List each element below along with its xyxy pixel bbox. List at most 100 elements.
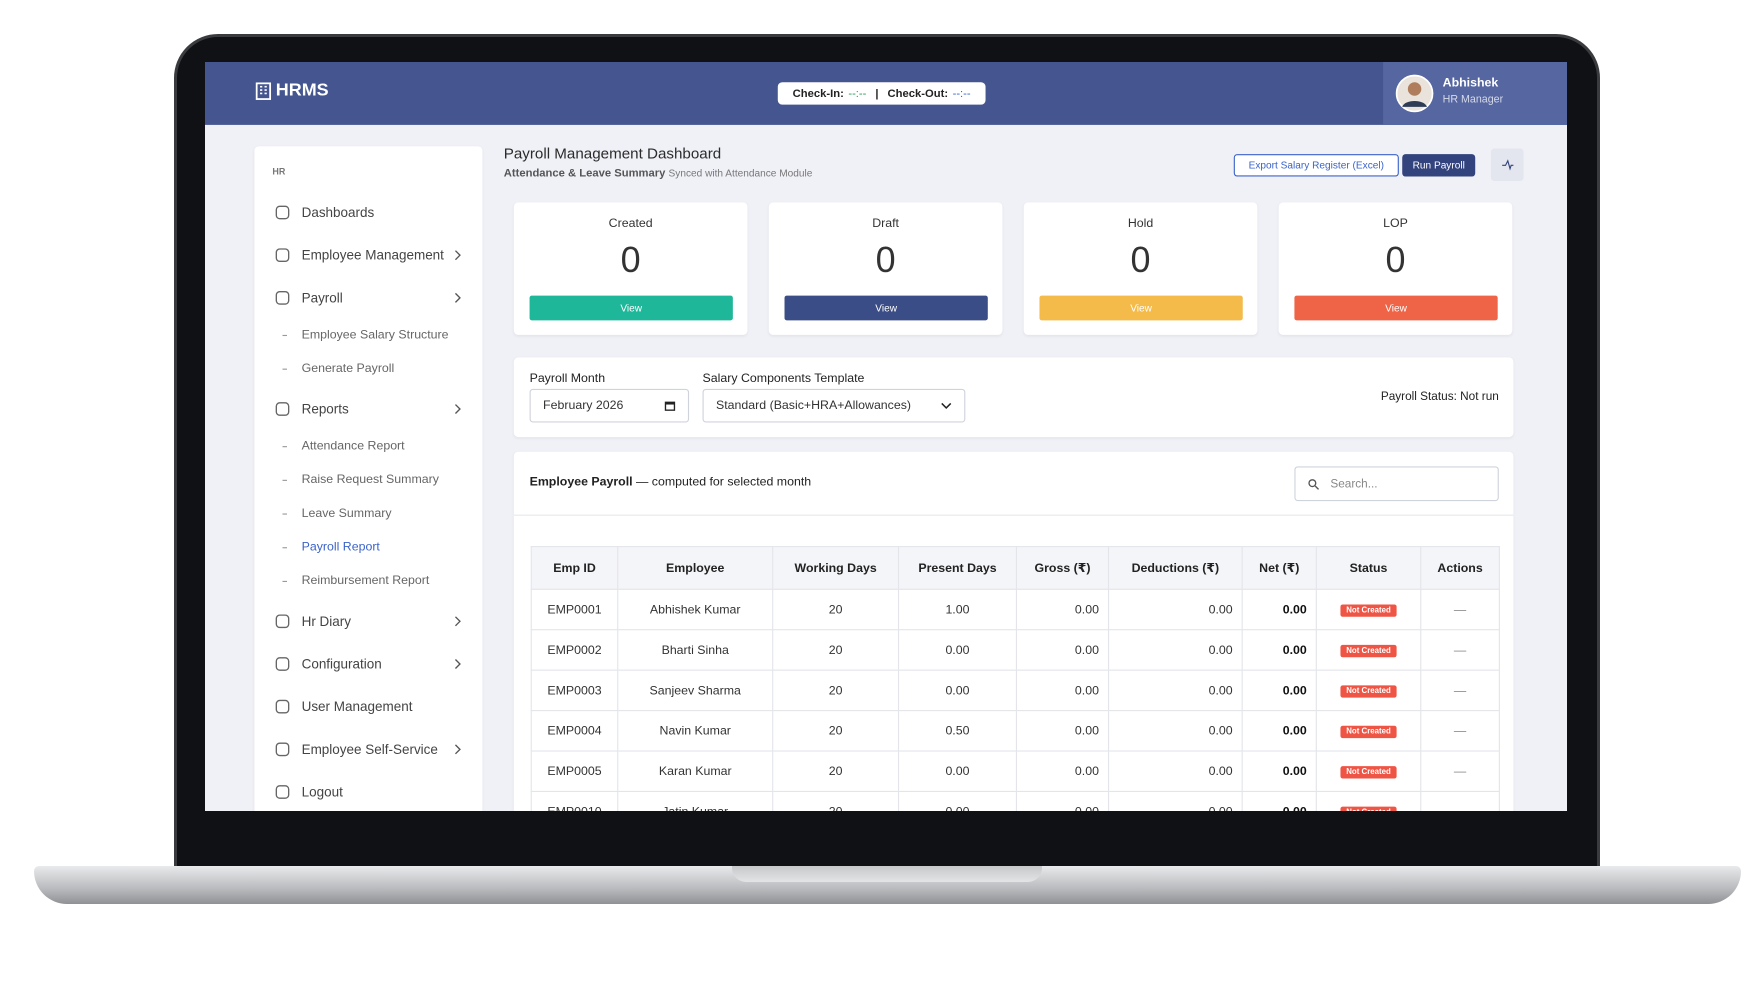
status-cell: Not Created <box>1315 710 1422 752</box>
table-row: EMP0002 Bharti Sinha 20 0.00 0.00 0.00 0.00 Not… <box>530 629 1500 671</box>
column-header: Employee <box>617 546 774 590</box>
search-input[interactable]: Search... <box>1294 466 1499 502</box>
view-button[interactable]: View <box>1294 295 1498 321</box>
menu-item[interactable]: User Management <box>254 695 482 717</box>
submenu-dash <box>282 547 287 549</box>
calendar-icon <box>664 401 676 411</box>
export-button[interactable]: Export Salary Register (Excel) <box>1233 154 1399 177</box>
status-cell: Not Created <box>1315 588 1422 631</box>
submenu-item[interactable]: Employee Salary Structure <box>254 326 482 346</box>
emp-id: EMP0004 <box>530 710 619 752</box>
menu-icon <box>275 785 290 799</box>
month-value: February 2026 <box>543 398 624 413</box>
submenu-label: Attendance Report <box>301 439 405 453</box>
gross: 0.00 <box>1015 588 1110 631</box>
net: 0.00 <box>1241 588 1317 631</box>
present-days: 0.00 <box>897 629 1018 671</box>
chevron <box>454 250 461 261</box>
actions: — <box>1420 669 1500 712</box>
menu-item[interactable]: Employee Self-Service <box>254 738 482 760</box>
status-cell: Not Created <box>1315 790 1422 811</box>
header-row: Emp ID Employee Working Days Present Days Gr… <box>530 546 1500 590</box>
submenu-item[interactable]: Leave Summary <box>254 505 482 525</box>
menu-label: Employee Management <box>301 247 444 264</box>
menu-item[interactable]: Employee Management <box>254 244 482 266</box>
present-days: 0.00 <box>897 669 1018 712</box>
menu-item[interactable]: Dashboards <box>254 201 482 223</box>
stat-label: Draft <box>872 216 899 231</box>
app-name[interactable]: HRMS <box>275 81 329 101</box>
submenu-dash <box>282 446 287 448</box>
template-value: Standard (Basic+HRA+Allowances) <box>716 398 912 413</box>
top-bar: HRMS Check-In: --:-- | Check-Out: --:-- … <box>205 62 1567 125</box>
user-menu[interactable]: Abhishek HR Manager <box>1383 62 1567 125</box>
menu-item[interactable]: Reports <box>254 398 482 420</box>
deductions: 0.00 <box>1107 710 1243 752</box>
stat-label: LOP <box>1383 216 1408 231</box>
stat-label: Hold <box>1127 216 1154 231</box>
table-row: EMP0010Jatin Kumar200.000.000.000.00Not … <box>530 790 1500 811</box>
dropdown-icon <box>941 402 952 409</box>
working-days: 20 <box>772 588 900 631</box>
column-header: Working Days <box>772 546 900 590</box>
menu-item[interactable]: Configuration <box>254 653 482 675</box>
submenu-item[interactable]: Raise Request Summary <box>254 471 482 491</box>
net: 0.00 <box>1241 710 1317 752</box>
user-name: Abhishek <box>1442 76 1499 91</box>
month-input[interactable]: February 2026 <box>529 388 690 423</box>
menu-label: Dashboards <box>301 204 375 221</box>
menu-label: User Management <box>301 698 413 715</box>
screen: HRMS Check-In: --:-- | Check-Out: --:-- … <box>205 62 1567 811</box>
menu-item[interactable]: Hr Diary <box>254 610 482 632</box>
working-days: 20 <box>772 629 900 671</box>
deductions: 0.00 <box>1107 750 1243 793</box>
check-out-label: Check-Out: <box>887 87 949 100</box>
run-payroll-button[interactable]: Run Payroll <box>1402 154 1476 177</box>
status-badge: Not Created <box>1340 604 1397 617</box>
menu-icon <box>275 699 290 714</box>
submenu-item[interactable]: Generate Payroll <box>254 360 482 380</box>
page-subtitle: Attendance & Leave Summary Synced with A… <box>504 168 813 180</box>
table-row: EMP0005 Karan Kumar 20 0.00 0.00 0.00 0.00 Not … <box>530 750 1500 793</box>
sidebar: HR Dashboards Employee Management Payroll E… <box>254 146 483 811</box>
activity-button[interactable] <box>1490 148 1524 182</box>
table-title-main: Employee Payroll <box>529 475 633 489</box>
status-cell: Not Created <box>1315 629 1422 671</box>
actions: — <box>1420 588 1500 631</box>
submenu-label: Raise Request Summary <box>301 473 439 487</box>
working-days: 20 <box>772 710 900 752</box>
view-button[interactable]: View <box>529 295 733 321</box>
menu-icon <box>275 742 290 757</box>
template-select[interactable]: Standard (Basic+HRA+Allowances) <box>702 388 966 423</box>
net: 0.00 <box>1241 750 1317 793</box>
menu-icon <box>275 291 290 305</box>
menu-icon <box>275 657 290 671</box>
menu-label: Configuration <box>301 656 382 672</box>
check-status: Check-In: --:-- | Check-Out: --:-- <box>777 82 986 105</box>
table-row: EMP0003 Sanjeev Sharma 20 0.00 0.00 0.00 0.00 N… <box>530 669 1500 712</box>
gross: 0.00 <box>1015 750 1110 793</box>
menu-label: Payroll <box>301 289 343 306</box>
submenu-item[interactable]: Payroll Report <box>254 538 482 558</box>
menu-item[interactable]: Logout <box>254 781 482 803</box>
submenu-item[interactable]: Reimbursement Report <box>254 572 482 592</box>
check-in-value: --:-- <box>848 87 867 100</box>
chevron <box>454 404 461 415</box>
submenu-item[interactable]: Attendance Report <box>254 437 482 457</box>
gross: 0.00 <box>1015 790 1110 811</box>
menu-item[interactable]: Payroll <box>254 287 482 309</box>
menu-icon <box>275 248 290 263</box>
submenu-label: Employee Salary Structure <box>301 328 449 342</box>
filter-card: Payroll Month February 2026 Salary Compo… <box>513 357 1514 438</box>
menu-icon <box>275 402 290 416</box>
view-button[interactable]: View <box>1039 295 1243 321</box>
table-card: Employee Payroll — computed for selected… <box>513 451 1514 811</box>
column-header: Status <box>1315 546 1422 590</box>
payroll-table: Emp ID Employee Working Days Present Days Gr… <box>530 546 1500 811</box>
deductions: 0.00 <box>1107 669 1243 712</box>
menu-label: Hr Diary <box>301 613 352 630</box>
subtitle: Attendance & Leave Summary <box>503 167 666 180</box>
view-button[interactable]: View <box>784 295 988 321</box>
activity-icon <box>1502 159 1514 171</box>
